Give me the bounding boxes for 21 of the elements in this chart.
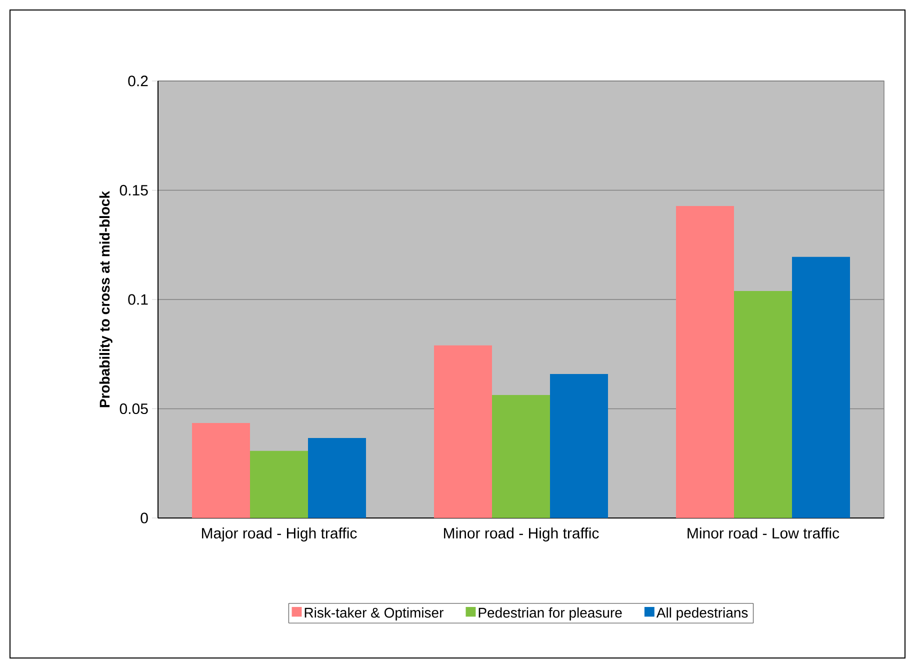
x-tick-label: Minor road - Low traffic [688,528,840,539]
y-tick-label: 0.05 [120,403,148,414]
legend-label: Risk-taker & Optimiser [304,607,444,620]
legend-label: All pedestrians [656,607,748,620]
bar [550,374,608,518]
bar [492,394,550,518]
y-tick-label: 0.1 [128,294,148,305]
bar [434,345,492,518]
y-tick-label: 0.2 [128,76,148,86]
bar [192,422,250,518]
bar [792,256,850,518]
legend-label: Pedestrian for pleasure [478,607,622,620]
bar [734,290,792,518]
y-tick-label: 0 [140,512,148,524]
y-axis-title: Probability to cross at mid-block [99,190,112,408]
bar [250,450,308,518]
x-tick-label: Minor road - High traffic [444,528,599,542]
bar [676,206,734,518]
bar [308,438,366,518]
x-tick-label: Major road - High traffic [202,528,357,542]
y-tick-label: 0.15 [120,184,148,196]
